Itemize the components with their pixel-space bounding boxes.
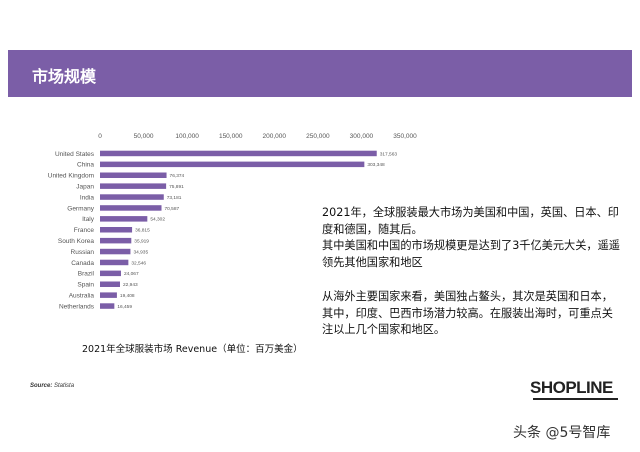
bar	[100, 270, 121, 277]
category-label: Canada	[71, 260, 94, 267]
category-label: China	[77, 162, 94, 169]
top-blank-area	[0, 0, 640, 42]
category-label: Spain	[77, 282, 94, 289]
data-label: 22,943	[123, 282, 138, 288]
analysis-paragraph-3: 从海外主要国家来看，美国独占鳌头，其次是英国和日本，其中，印度、巴西市场潜力较高…	[322, 290, 613, 336]
x-tick-label: 150,000	[219, 133, 243, 140]
logo-underline	[533, 398, 618, 400]
data-label: 76,374	[170, 173, 185, 179]
category-label: South Korea	[58, 238, 95, 245]
data-label: 54,302	[150, 217, 165, 223]
data-label: 16,459	[117, 304, 132, 310]
data-label: 19,408	[120, 293, 135, 299]
bar	[100, 161, 365, 168]
data-label: 32,546	[131, 260, 146, 266]
category-label: Italy	[82, 216, 95, 223]
data-label: 35,919	[134, 238, 149, 244]
category-label: Brazil	[78, 271, 95, 278]
category-label: India	[80, 194, 94, 201]
category-label: France	[74, 227, 95, 234]
data-label: 317,563	[380, 151, 398, 157]
source-note: Source: Statista	[30, 383, 74, 389]
x-tick-label: 200,000	[263, 133, 287, 140]
chart-title: 2021年全球服装市场 Revenue（单位：百万美金）	[82, 344, 303, 355]
category-label: Russian	[71, 249, 95, 256]
category-label: Japan	[76, 183, 94, 190]
section-title: 市场规模	[32, 67, 97, 86]
analysis-paragraph-2: 其中美国和中国的市场规模更是达到了3千亿美元大关，遥遥领先其他国家和地区	[322, 239, 620, 269]
bar	[100, 259, 129, 266]
x-tick-label: 0	[98, 133, 102, 140]
bar	[100, 216, 148, 222]
data-label: 75,891	[169, 184, 184, 190]
category-label: Germany	[67, 205, 94, 212]
bar	[100, 183, 167, 189]
section-header: 市场规模	[8, 50, 632, 97]
bar	[100, 205, 162, 211]
x-tick-label: 100,000	[175, 133, 199, 140]
x-tick-label: 350,000	[393, 133, 417, 140]
bar	[100, 248, 131, 255]
bar	[100, 281, 120, 287]
x-tick-label: 250,000	[306, 133, 330, 140]
analysis-text: 2021年，全球服装最大市场为美国和中国，英国、日本、印度和德国，随其后。 其中…	[322, 205, 622, 339]
bar	[100, 150, 377, 157]
x-tick-label: 50,000	[134, 133, 154, 140]
shopline-logo: SHOPLINE	[530, 378, 613, 397]
source-label: Source:	[30, 383, 53, 389]
bar	[100, 237, 132, 244]
x-tick-label: 300,000	[350, 133, 374, 140]
bar	[100, 303, 115, 309]
bar	[100, 194, 164, 200]
source-text: Statista	[54, 383, 75, 389]
bar	[100, 172, 167, 178]
category-label: United Kingdom	[48, 173, 94, 180]
data-label: 34,935	[133, 249, 148, 255]
analysis-paragraph-1: 2021年，全球服装最大市场为美国和中国，英国、日本、印度和德国，随其后。	[322, 206, 619, 236]
category-label: Australia	[69, 292, 95, 299]
bar	[100, 227, 133, 233]
data-label: 36,815	[135, 228, 150, 234]
data-label: 73,181	[167, 195, 182, 201]
data-label: 70,587	[165, 206, 180, 212]
category-label: United States	[55, 151, 95, 158]
data-label: 303,348	[367, 162, 385, 168]
data-label: 24,067	[124, 271, 139, 277]
revenue-bar-chart: 0 50,000 100,000 150,000 200,000 250,000 300,0…	[48, 133, 417, 310]
category-label: Netherlands	[59, 303, 95, 310]
watermark: 头条 @5号智库	[513, 425, 611, 441]
bar	[100, 292, 117, 298]
